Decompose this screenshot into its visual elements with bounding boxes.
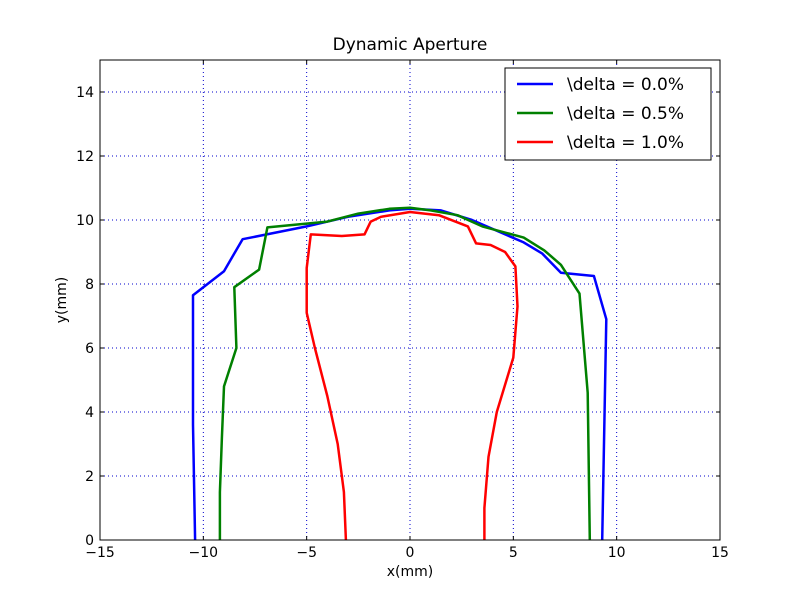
series-line-0: [191, 207, 608, 541]
x-tick-label: −15: [85, 545, 115, 561]
y-tick-label: 6: [85, 341, 94, 357]
x-tick-label: 0: [406, 545, 415, 561]
x-tick-label: 15: [711, 545, 729, 561]
chart-title: Dynamic Aperture: [333, 35, 488, 55]
legend-label-0: \delta = 0.0%: [567, 75, 684, 95]
legend: \delta = 0.0% \delta = 0.5% \delta = 1.0%: [504, 67, 712, 161]
series-line-1: [218, 206, 592, 541]
y-tick-label: 8: [85, 277, 94, 293]
x-tick-label: 5: [509, 545, 518, 561]
legend-label-1: \delta = 0.5%: [567, 104, 684, 124]
y-tick-label: 14: [76, 85, 94, 101]
series-line-2: [305, 210, 519, 541]
y-tick-label: 12: [76, 149, 94, 165]
y-tick-label: 4: [85, 405, 94, 421]
x-tick-label: 10: [608, 545, 626, 561]
y-tick-label: 0: [85, 533, 94, 549]
y-tick-label: 2: [85, 469, 94, 485]
x-tick-label: −10: [189, 545, 219, 561]
x-axis-label: x(mm): [387, 564, 433, 580]
y-axis-label: y(mm): [54, 277, 70, 323]
series-lines: [191, 206, 608, 541]
legend-label-2: \delta = 1.0%: [567, 133, 684, 153]
y-tick-label: 10: [76, 213, 94, 229]
x-tick-label: −5: [296, 545, 317, 561]
axis-ticks: −15 −10 −5 0 5 10 15 0 2 4 6 8 10 12 14: [76, 60, 729, 561]
